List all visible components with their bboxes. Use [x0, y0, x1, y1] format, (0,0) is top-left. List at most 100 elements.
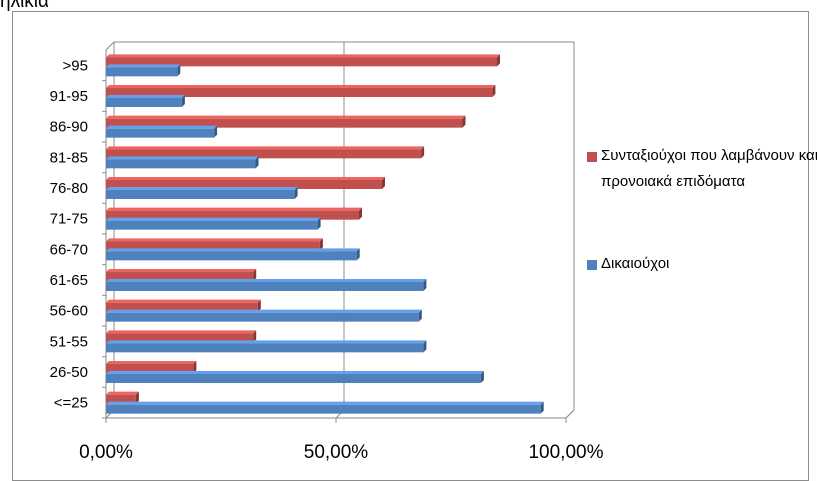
- bar: [106, 330, 257, 343]
- bar-front-face: [106, 98, 182, 107]
- bar-end-face: [214, 125, 218, 138]
- bar: [106, 299, 261, 312]
- bar: [106, 391, 139, 404]
- legend-item-pensioners: Συνταξιούχοι που λαμβάνουν και προνοιακά…: [587, 147, 817, 195]
- bar-top-face: [106, 177, 385, 180]
- bar-top-face: [106, 85, 496, 88]
- y-tick-label: >95: [63, 57, 88, 74]
- bar-top-face: [106, 95, 185, 98]
- bar-top-face: [106, 54, 500, 58]
- bar-front-face: [106, 149, 422, 159]
- bar-front-face: [106, 220, 318, 230]
- bar: [106, 207, 362, 220]
- bar-front-face: [106, 374, 481, 383]
- bar: [106, 217, 321, 230]
- bar: [106, 361, 197, 373]
- bar-front-face: [106, 282, 424, 291]
- bar-top-face: [106, 64, 181, 68]
- legend-item-beneficiaries: Δικαιούχοι: [587, 255, 817, 277]
- bar-end-face: [382, 177, 385, 189]
- bar-top-face: [106, 207, 362, 211]
- bar: [106, 238, 323, 251]
- bar-top-face: [106, 269, 257, 272]
- bar: [106, 371, 484, 383]
- bar-end-face: [177, 64, 181, 77]
- bar-top-face: [106, 371, 484, 374]
- bar: [106, 309, 422, 322]
- y-tick-label: 56-60: [50, 303, 88, 320]
- y-tick-label: 81-85: [50, 149, 88, 166]
- bar: [106, 401, 544, 414]
- bar-top-face: [106, 279, 427, 282]
- legend-swatch-pensioners: [587, 152, 597, 162]
- bar: [106, 125, 218, 138]
- bar: [106, 64, 181, 77]
- bar-front-face: [106, 364, 194, 373]
- bar-end-face: [181, 95, 185, 107]
- bar-top-face: [106, 125, 218, 129]
- y-tick-label: 86-90: [50, 119, 88, 136]
- bar-front-face: [106, 251, 357, 261]
- bar-end-face: [253, 269, 257, 281]
- bar: [106, 156, 259, 169]
- x-tick-label: 100,00%: [528, 442, 603, 463]
- bar-top-face: [106, 146, 425, 150]
- bar-front-face: [106, 333, 254, 343]
- legend-swatch-beneficiaries: [587, 260, 597, 270]
- bar-end-face: [418, 309, 422, 322]
- bar-end-face: [480, 371, 484, 383]
- bar-end-face: [421, 146, 425, 159]
- bar: [106, 85, 496, 97]
- bar-end-face: [317, 217, 321, 230]
- bar-front-face: [106, 272, 254, 281]
- x-gridline-floor: [565, 409, 575, 419]
- bar: [106, 115, 466, 128]
- legend-label-beneficiaries: Δικαιούχοι: [601, 255, 670, 272]
- bar-top-face: [106, 340, 427, 344]
- bar-end-face: [423, 340, 427, 353]
- bar-front-face: [106, 394, 136, 404]
- bar-front-face: [106, 190, 295, 199]
- bar-end-face: [294, 187, 298, 199]
- bar-top-face: [106, 391, 139, 395]
- bar-front-face: [106, 57, 497, 67]
- bar-front-face: [106, 180, 382, 189]
- y-tick-label: 66-70: [50, 241, 88, 258]
- bar-top-face: [106, 401, 544, 405]
- bar-end-face: [462, 115, 466, 128]
- y-tick-label: 51-55: [50, 333, 88, 350]
- bar-end-face: [193, 361, 197, 373]
- bar-front-face: [106, 67, 178, 77]
- bar: [106, 54, 500, 67]
- chart-title: ηλικία: [0, 0, 49, 12]
- bar-end-face: [253, 330, 257, 343]
- bar-top-face: [106, 217, 321, 221]
- bar-front-face: [106, 302, 258, 312]
- bar: [106, 269, 257, 281]
- legend-label-pensioners: Συνταξιούχοι που λαμβάνουν και προνοιακά…: [601, 147, 817, 190]
- bar-top-face: [106, 330, 257, 334]
- x-tick-label: 0,00%: [79, 442, 133, 463]
- bar-front-face: [106, 118, 463, 128]
- bar-top-face: [106, 238, 323, 242]
- bar-end-face: [319, 238, 323, 251]
- y-tick-label: 91-95: [50, 88, 88, 105]
- bar-end-face: [255, 156, 259, 169]
- bar: [106, 279, 427, 291]
- bar-front-face: [106, 241, 320, 251]
- y-tick-label: 26-50: [50, 364, 88, 381]
- bar-end-face: [356, 248, 360, 261]
- bar-front-face: [106, 210, 359, 220]
- bar-front-face: [106, 404, 541, 414]
- bar-top-face: [106, 299, 261, 303]
- bar-top-face: [106, 248, 360, 252]
- bar-front-face: [106, 159, 256, 169]
- y-tick-label: 76-80: [50, 180, 88, 197]
- bar-top-face: [106, 156, 259, 160]
- bar-top-face: [106, 361, 197, 364]
- bar-front-face: [106, 88, 493, 97]
- bar-end-face: [540, 401, 544, 414]
- bar: [106, 248, 360, 261]
- y-tick-label: 61-65: [50, 272, 88, 289]
- bar-end-face: [135, 391, 139, 404]
